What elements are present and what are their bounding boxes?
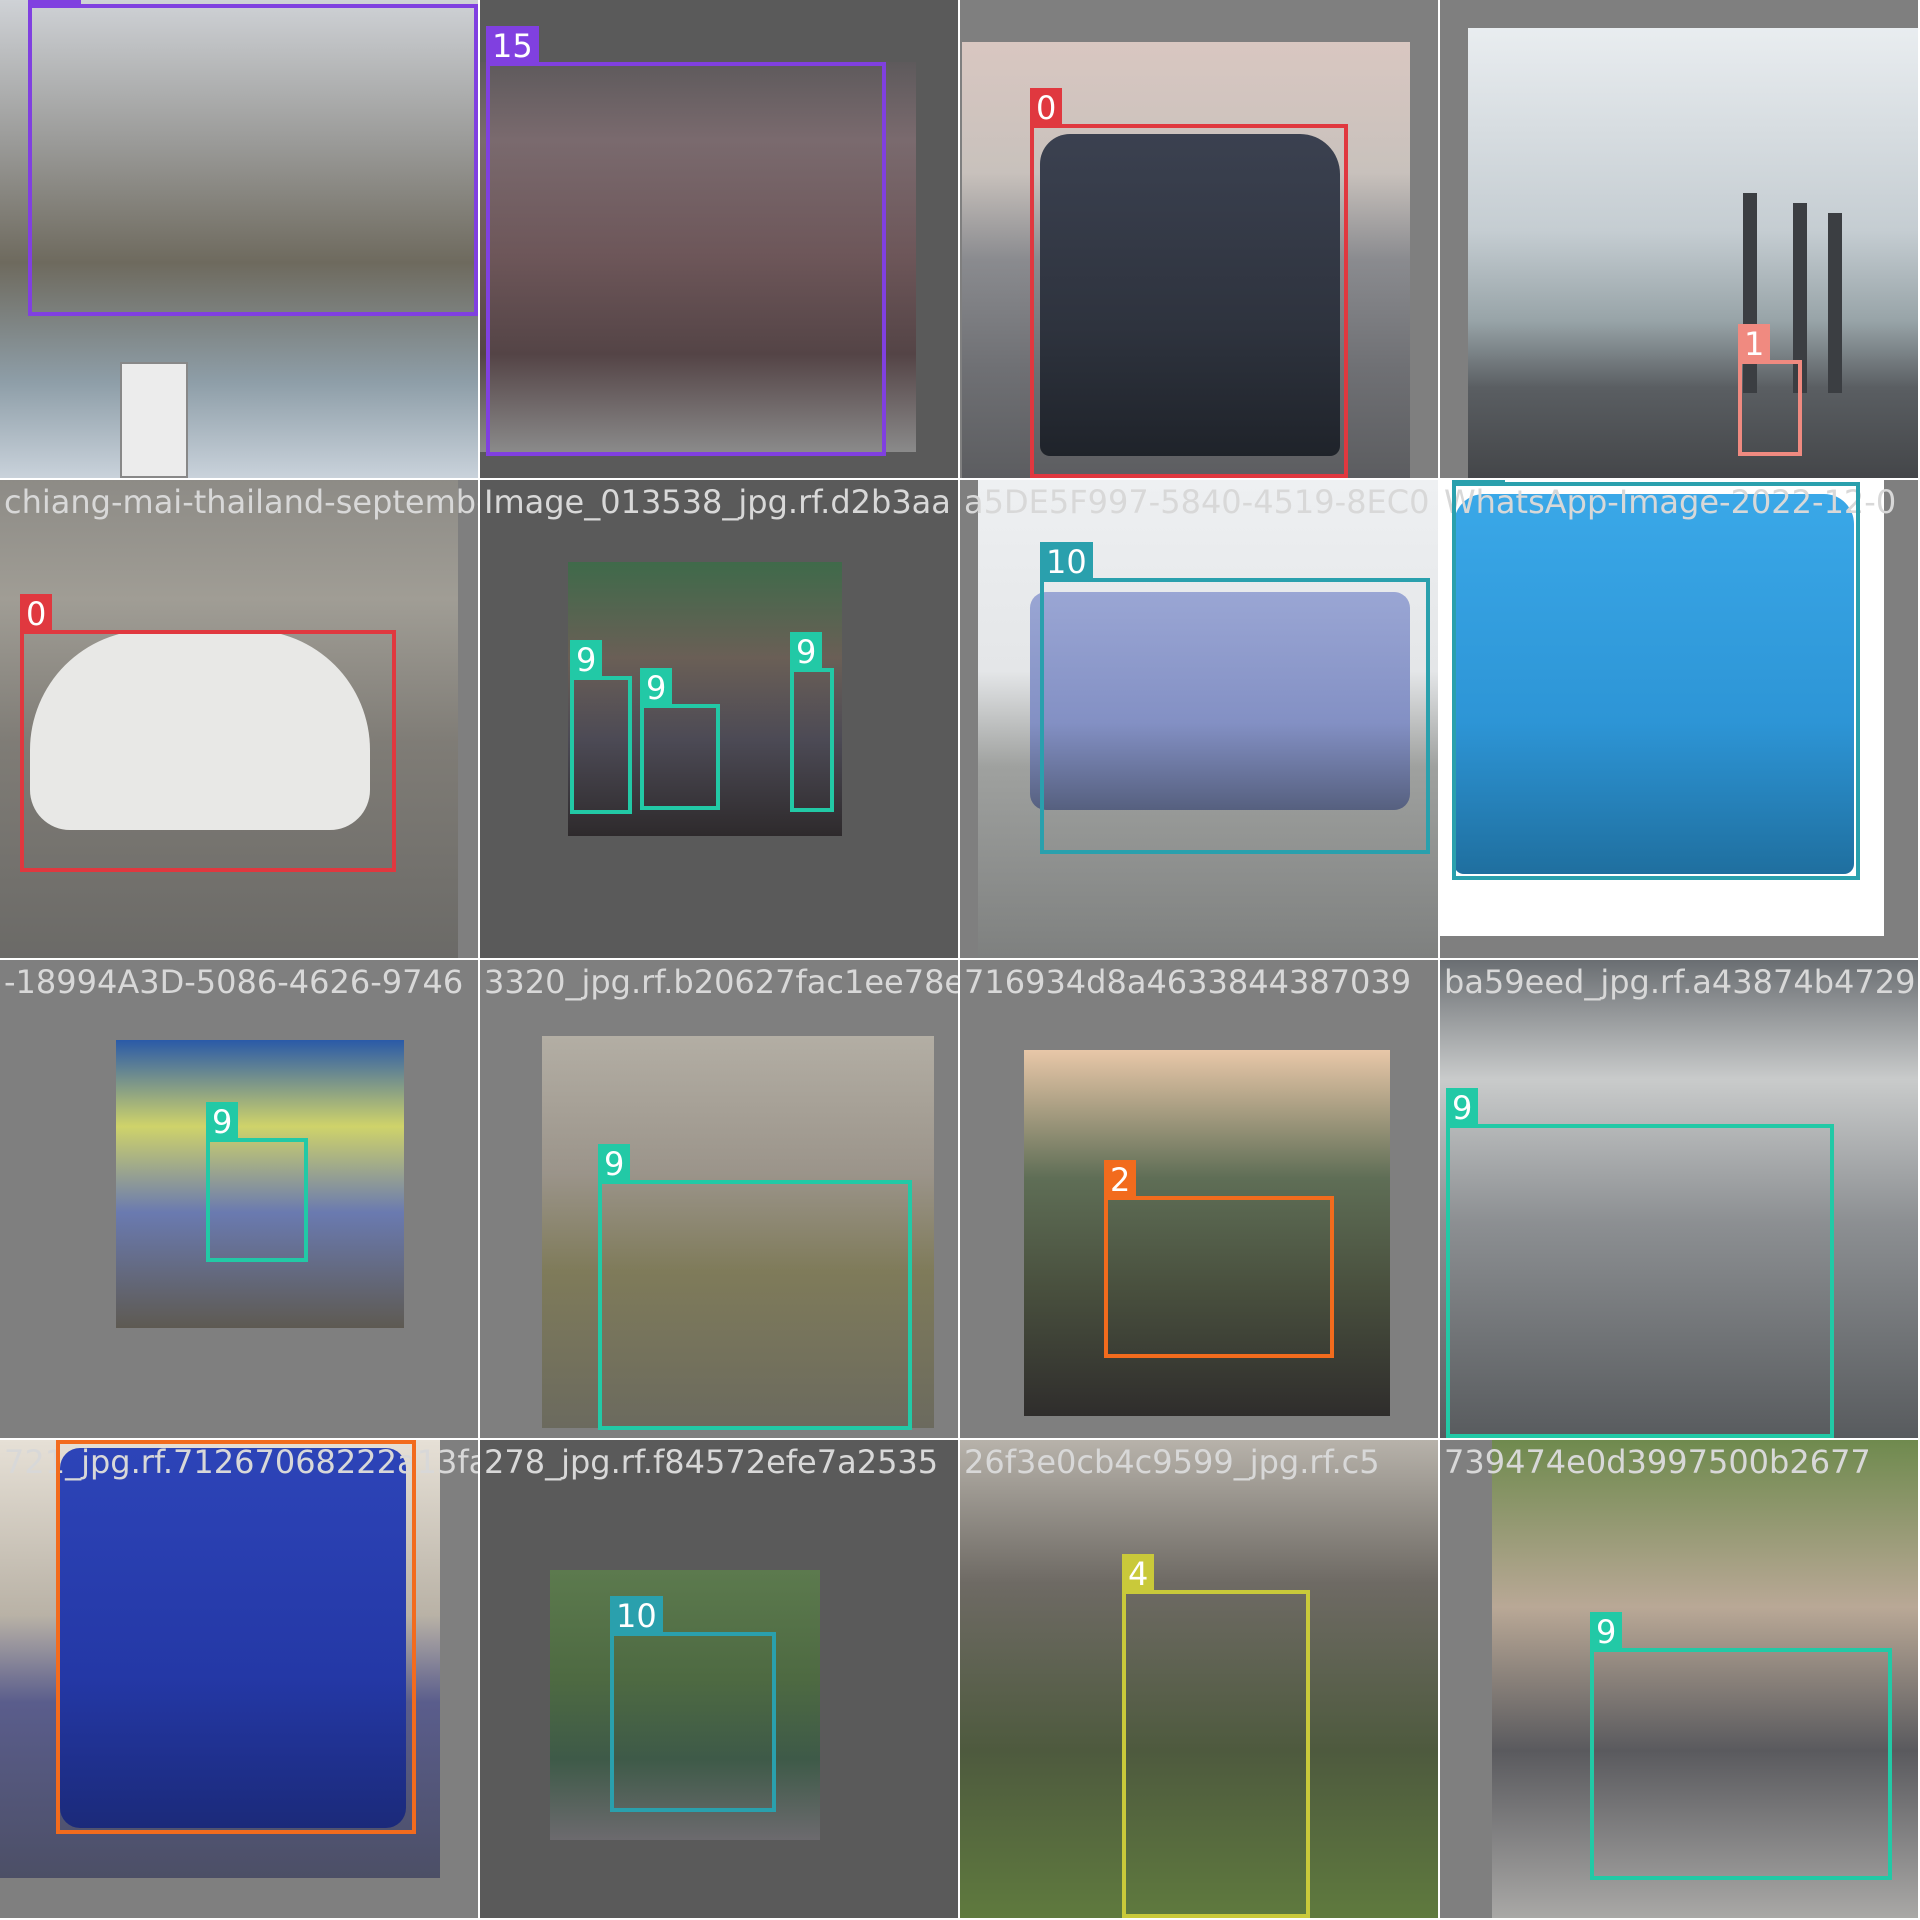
vehicle-photo xyxy=(1440,960,1918,1438)
detection-box: 15 xyxy=(486,26,886,456)
mosaic-tile: 15 xyxy=(480,0,958,478)
class-label: 9 xyxy=(790,632,823,672)
detection-box: 9 xyxy=(598,1144,912,1430)
class-label: 0 xyxy=(1030,88,1063,128)
mosaic-tile: 26f3e0cb4c9599_jpg.rf.c5 4 xyxy=(960,1440,1438,1918)
class-label: 15 xyxy=(28,0,81,8)
class-label: 10 xyxy=(610,1596,663,1636)
mosaic-tile: 0 xyxy=(960,0,1438,478)
chimney-image xyxy=(1793,203,1807,393)
class-label: 15 xyxy=(486,26,539,66)
vehicle-photo xyxy=(542,1036,934,1428)
detection-box: 2 xyxy=(1104,1160,1334,1358)
beetle-car-image xyxy=(30,630,370,830)
detection-box: 9 xyxy=(790,632,834,812)
detection-box: 0 xyxy=(1030,88,1348,478)
detection-box: 9 xyxy=(640,668,720,810)
mosaic-tile: 739474e0d3997500b2677 9 xyxy=(1440,1440,1918,1918)
detection-box: 10 xyxy=(610,1596,776,1812)
class-label: 1 xyxy=(1738,324,1771,364)
vehicle-photo xyxy=(960,1440,1438,1918)
mosaic-tile: 278_jpg.rf.f84572efe7a2535 10 xyxy=(480,1440,958,1918)
class-label: 0 xyxy=(20,594,53,634)
class-label: 9 xyxy=(640,668,673,708)
minivan-image xyxy=(1040,134,1340,456)
mosaic-tile: 15 xyxy=(0,0,478,478)
detection-box: 4 xyxy=(1122,1554,1310,1918)
vehicle-photo xyxy=(480,62,916,452)
class-label: 4 xyxy=(1122,1554,1155,1594)
class-label: 9 xyxy=(570,640,603,680)
class-label: 10 xyxy=(1040,542,1093,582)
class-label: 9 xyxy=(1446,1088,1479,1128)
detection-box: 1 xyxy=(1738,324,1802,456)
vehicle-photo xyxy=(1440,480,1884,936)
mosaic-tile: WhatsApp-Image-2022-12-0 10 xyxy=(1440,480,1918,958)
detection-box: 15 xyxy=(28,0,478,316)
coach-bus-image xyxy=(1030,592,1410,810)
city-bus-image xyxy=(60,1448,406,1828)
mosaic-tile: 721_jpg.rf.71267068222a13fa 2 xyxy=(0,1440,478,1918)
class-label: 9 xyxy=(598,1144,631,1184)
electric-bus-image xyxy=(1454,494,1854,874)
image-filename: 3320_jpg.rf.b20627fac1ee78e xyxy=(484,963,958,1001)
mosaic-tile: 1 xyxy=(1440,0,1918,478)
detection-box: 2 xyxy=(56,1440,416,1834)
honda-sign-image xyxy=(120,362,188,478)
mosaic-tile: -18994A3D-5086-4626-9746 9 xyxy=(0,960,478,1438)
detection-box: 9 xyxy=(206,1102,308,1262)
detection-box: 9 xyxy=(1446,1088,1834,1438)
vehicle-photo xyxy=(0,0,478,478)
vehicle-photo xyxy=(116,1040,404,1328)
mosaic-tile: Image_013538_jpg.rf.d2b3aa 9 9 9 xyxy=(480,480,958,958)
detection-box: 10 xyxy=(1040,542,1430,854)
chimney-image xyxy=(1828,213,1842,393)
mosaic-tile: 716934d8a4633844387039 2 xyxy=(960,960,1438,1438)
class-label: 9 xyxy=(1590,1612,1623,1652)
detection-box: 0 xyxy=(20,594,396,872)
detection-box: 9 xyxy=(570,640,632,814)
image-filename: Image_013538_jpg.rf.d2b3aa xyxy=(484,483,951,521)
class-label: 9 xyxy=(206,1102,239,1142)
vehicle-photo xyxy=(1468,28,1918,478)
vehicle-photo xyxy=(0,1440,440,1878)
vehicle-photo xyxy=(978,480,1438,958)
detection-box: 10 xyxy=(1452,480,1860,880)
vehicle-photo xyxy=(0,480,458,958)
vehicle-photo xyxy=(1492,1440,1918,1918)
class-label: 10 xyxy=(1452,480,1505,486)
mosaic-tile: ba59eed_jpg.rf.a43874b4729 9 xyxy=(1440,960,1918,1438)
mosaic-tile: chiang-mai-thailand-september 0 xyxy=(0,480,478,958)
detection-box: 9 xyxy=(1590,1612,1892,1880)
image-filename: 278_jpg.rf.f84572efe7a2535 xyxy=(484,1443,939,1481)
vehicle-photo xyxy=(568,562,842,836)
mosaic-tile: a5DE5F997-5840-4519-8EC0 10 xyxy=(960,480,1438,958)
image-filename: -18994A3D-5086-4626-9746 xyxy=(4,963,464,1001)
mosaic-tile: 3320_jpg.rf.b20627fac1ee78e 9 xyxy=(480,960,958,1438)
class-label: 2 xyxy=(56,1440,89,1444)
vehicle-photo xyxy=(962,42,1410,478)
image-filename: 716934d8a4633844387039 xyxy=(964,963,1412,1001)
class-label: 2 xyxy=(1104,1160,1137,1200)
